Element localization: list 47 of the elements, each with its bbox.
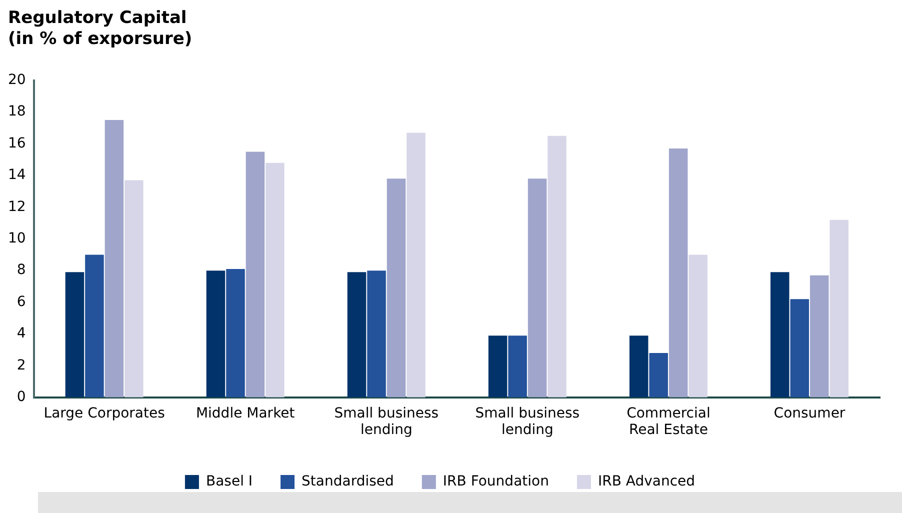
x-tick-label: Middle Market <box>196 405 296 422</box>
bar <box>488 336 508 398</box>
bar <box>548 136 566 398</box>
y-tick-label: 2 <box>16 357 26 374</box>
bar <box>266 162 284 398</box>
x-tick-label: Small business lending <box>475 405 580 438</box>
bar <box>65 272 84 398</box>
bar <box>629 336 648 398</box>
bar <box>790 299 809 398</box>
bar <box>124 180 144 398</box>
bar <box>367 270 386 398</box>
bar <box>508 336 527 398</box>
y-tick-label: 4 <box>16 326 26 342</box>
chart-title: Regulatory Capital <box>8 8 188 29</box>
legend-label: IRB Foundation <box>442 474 549 490</box>
y-tick-label: 10 <box>8 230 26 247</box>
x-tick-label: Large Corporates <box>44 405 165 422</box>
bar <box>810 275 829 398</box>
legend-label: Basel I <box>206 474 253 490</box>
y-tick-label: 12 <box>8 198 26 215</box>
y-tick-label: 16 <box>8 135 26 152</box>
x-tick-label: Small business lending <box>334 405 439 438</box>
bar <box>246 152 265 398</box>
y-tick-label: 20 <box>8 72 26 88</box>
bar <box>226 269 245 398</box>
legend-label: Standardised <box>302 474 394 490</box>
bar <box>347 272 366 398</box>
y-tick-label: 14 <box>8 167 26 184</box>
y-tick-label: 8 <box>16 262 26 278</box>
bar <box>104 120 124 398</box>
x-tick-label: Consumer <box>774 405 846 422</box>
x-tick-label: Commercial Real Estate <box>626 405 710 438</box>
y-tick-label: 18 <box>8 104 26 120</box>
bar <box>386 178 406 398</box>
y-tick-label: 0 <box>16 389 26 406</box>
bar <box>649 353 668 398</box>
bar <box>85 254 104 398</box>
bar <box>770 272 790 398</box>
bar <box>668 148 688 398</box>
bar <box>528 178 547 398</box>
legend-label: IRB Advanced <box>598 474 696 490</box>
bar <box>206 270 226 398</box>
bar <box>406 132 426 398</box>
bar <box>688 254 708 398</box>
bar <box>830 220 848 398</box>
chart-subtitle: (in % of exporsure) <box>8 29 192 50</box>
y-tick-label: 6 <box>16 294 26 310</box>
